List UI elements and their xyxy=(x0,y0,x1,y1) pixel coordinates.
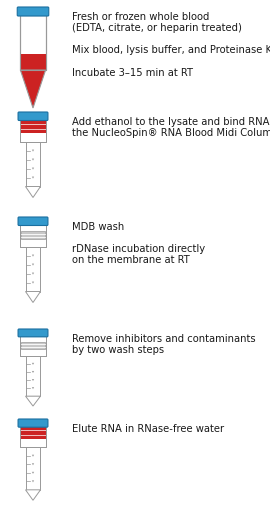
Polygon shape xyxy=(32,472,34,474)
Polygon shape xyxy=(32,481,34,482)
Text: by two wash steps: by two wash steps xyxy=(72,345,164,355)
FancyBboxPatch shape xyxy=(18,217,48,225)
FancyBboxPatch shape xyxy=(18,112,48,120)
Polygon shape xyxy=(32,264,34,266)
Text: Add ethanol to the lysate and bind RNA to: Add ethanol to the lysate and bind RNA t… xyxy=(72,117,270,127)
Bar xyxy=(26,447,40,490)
FancyBboxPatch shape xyxy=(17,7,49,16)
Bar xyxy=(20,426,46,447)
Polygon shape xyxy=(32,177,34,179)
Polygon shape xyxy=(32,371,34,373)
Bar xyxy=(20,336,46,356)
Polygon shape xyxy=(32,150,34,152)
Text: Remove inhibitors and contaminants: Remove inhibitors and contaminants xyxy=(72,334,256,344)
Polygon shape xyxy=(32,255,34,257)
Bar xyxy=(20,119,46,133)
Bar xyxy=(21,342,45,349)
Bar xyxy=(20,426,46,439)
Bar xyxy=(21,15,46,70)
Text: Fresh or frozen whole blood: Fresh or frozen whole blood xyxy=(72,12,209,22)
Polygon shape xyxy=(32,363,34,365)
Text: (EDTA, citrate, or heparin treated): (EDTA, citrate, or heparin treated) xyxy=(72,23,242,33)
Polygon shape xyxy=(26,490,40,501)
Bar xyxy=(26,142,40,187)
Polygon shape xyxy=(32,454,34,457)
Polygon shape xyxy=(32,463,34,465)
FancyBboxPatch shape xyxy=(18,329,48,337)
Bar xyxy=(20,224,46,246)
Bar xyxy=(20,426,46,447)
Bar xyxy=(21,231,45,240)
Text: on the membrane at RT: on the membrane at RT xyxy=(72,255,190,266)
Text: Incubate 3–15 min at RT: Incubate 3–15 min at RT xyxy=(72,68,193,78)
Bar xyxy=(21,15,46,70)
Polygon shape xyxy=(32,387,34,389)
Bar xyxy=(20,224,46,246)
Bar xyxy=(26,246,40,291)
Text: the NucleoSpin® RNA Blood Midi Column: the NucleoSpin® RNA Blood Midi Column xyxy=(72,128,270,138)
Polygon shape xyxy=(32,167,34,169)
Polygon shape xyxy=(32,281,34,283)
Polygon shape xyxy=(32,158,34,161)
Bar xyxy=(21,53,46,70)
Polygon shape xyxy=(32,272,34,275)
Bar xyxy=(26,356,40,396)
Polygon shape xyxy=(26,396,40,406)
Polygon shape xyxy=(26,291,40,302)
Bar xyxy=(20,119,46,142)
Text: Elute RNA in RNase-free water: Elute RNA in RNase-free water xyxy=(72,424,224,434)
Bar xyxy=(20,119,46,142)
Text: Mix blood, lysis buffer, and Proteinase K: Mix blood, lysis buffer, and Proteinase … xyxy=(72,46,270,55)
Polygon shape xyxy=(26,187,40,198)
FancyBboxPatch shape xyxy=(18,419,48,427)
Text: MDB wash: MDB wash xyxy=(72,222,124,232)
Polygon shape xyxy=(32,379,34,381)
Text: rDNase incubation directly: rDNase incubation directly xyxy=(72,244,205,254)
Polygon shape xyxy=(21,70,46,108)
Bar xyxy=(20,336,46,356)
